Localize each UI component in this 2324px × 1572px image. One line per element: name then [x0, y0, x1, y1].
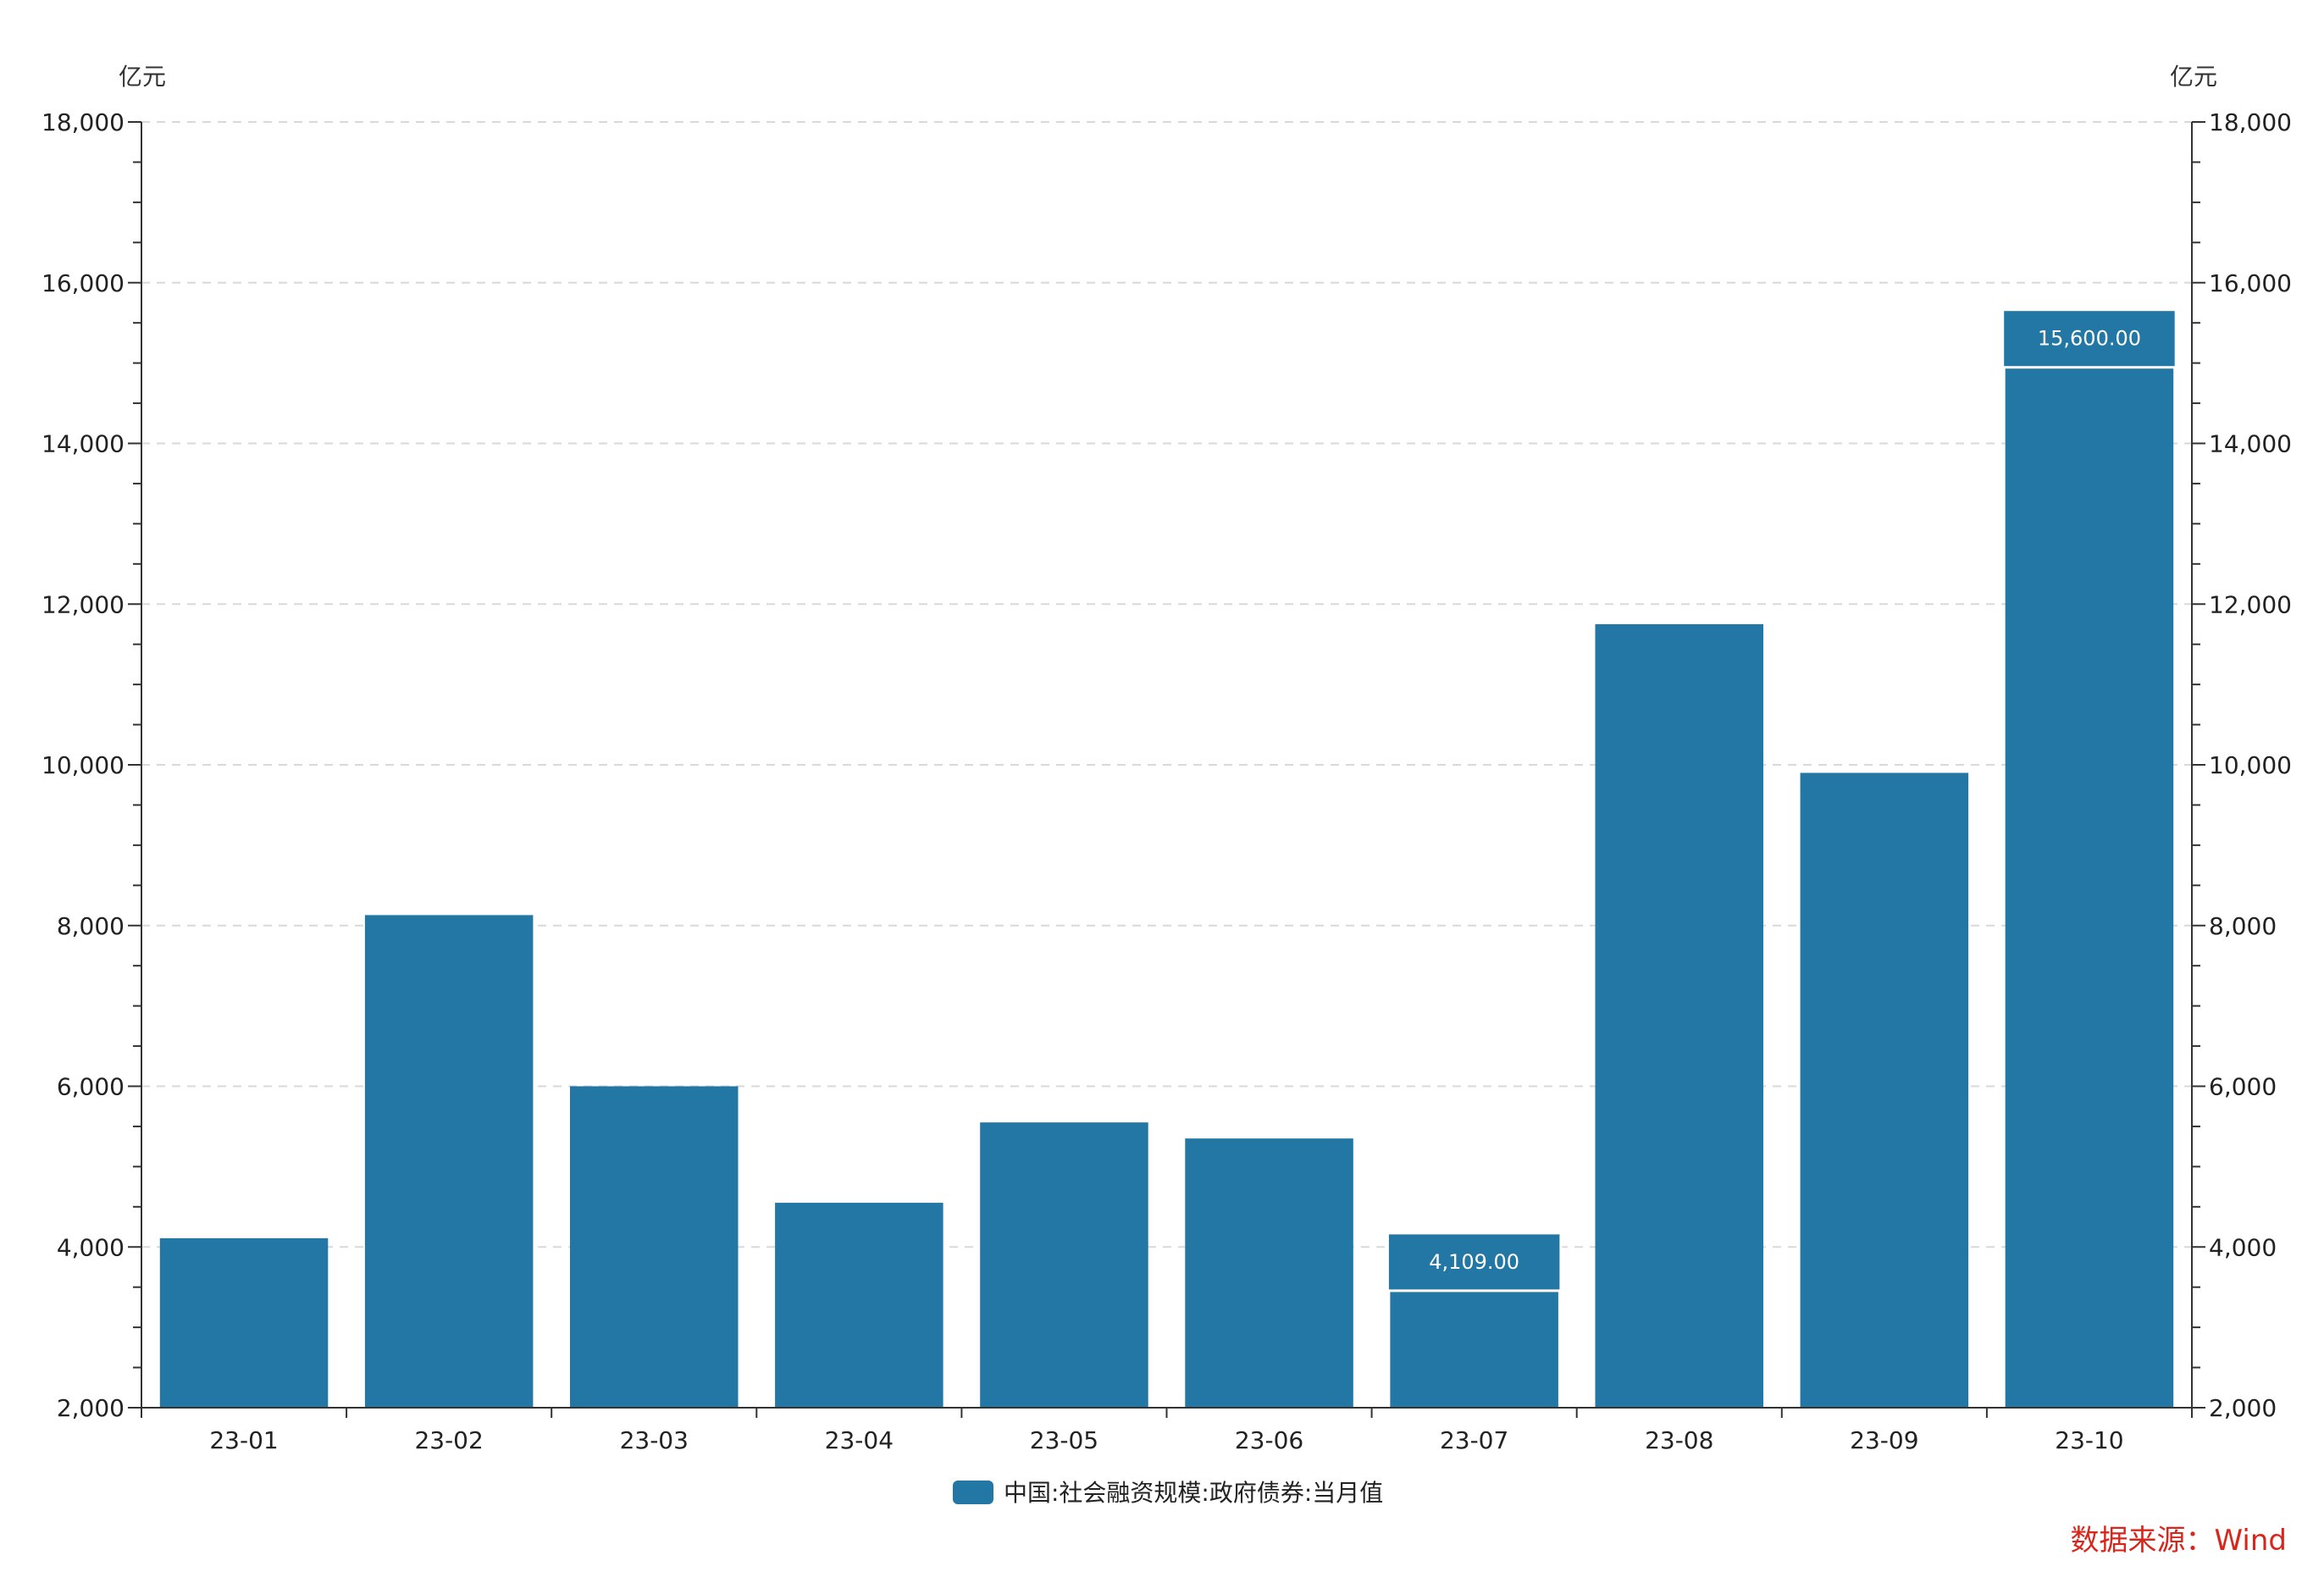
bar-23-08[interactable]	[1595, 623, 1764, 1408]
x-tick-label: 23-01	[209, 1426, 278, 1454]
data-label-box	[1386, 1232, 1563, 1292]
legend-label: 中国:社会融资规模:政府债券:当月值	[1004, 1479, 1383, 1507]
y-tick-label-left: 18,000	[42, 108, 125, 136]
y-tick-label-right: 8,000	[2209, 912, 2277, 940]
bar-23-02[interactable]	[364, 915, 534, 1408]
x-tick-label: 23-04	[825, 1426, 894, 1454]
bar-series	[159, 314, 2174, 1409]
data-label-text: 15,600.00	[2038, 327, 2141, 351]
legend-swatch	[953, 1481, 993, 1504]
y-tick-label-left: 4,000	[57, 1233, 125, 1261]
x-tick-label: 23-06	[1235, 1426, 1303, 1454]
bar-23-01[interactable]	[159, 1237, 329, 1408]
source-note: 数据来源：Wind	[2071, 1524, 2287, 1558]
x-tick-label: 23-03	[620, 1426, 689, 1454]
bar-23-06[interactable]	[1185, 1138, 1353, 1408]
y-tick-label-right: 18,000	[2209, 108, 2292, 136]
bar-23-09[interactable]	[1800, 772, 1969, 1408]
y-tick-label-left: 12,000	[42, 590, 125, 618]
data-labels: 4,109.00 15,600.00	[1386, 308, 2177, 1292]
y-tick-label-right: 4,000	[2209, 1233, 2277, 1261]
data-label-text: 4,109.00	[1429, 1250, 1519, 1274]
axes: 2,000 2,000 4,000 4,000 6,000 6,000 8,000 8,000…	[42, 108, 2292, 1454]
bar-23-03[interactable]	[569, 1086, 739, 1409]
data-label-23-10: 15,600.00	[2001, 308, 2177, 369]
x-tick-label: 23-02	[414, 1426, 483, 1454]
bar-23-05[interactable]	[980, 1122, 1148, 1408]
data-label-23-07: 4,109.00	[1386, 1232, 1563, 1292]
x-tick-label: 23-05	[1030, 1426, 1098, 1454]
y-tick-label-right: 10,000	[2209, 751, 2292, 779]
y-tick-label-left: 14,000	[42, 430, 125, 458]
legend[interactable]: 中国:社会融资规模:政府债券:当月值	[953, 1479, 1383, 1507]
y-tick-label-left: 2,000	[57, 1394, 125, 1422]
y-tick-label-right: 6,000	[2209, 1073, 2277, 1101]
bar-23-04[interactable]	[775, 1203, 943, 1408]
y-tick-label-left: 10,000	[42, 751, 125, 779]
y-tick-label-right: 16,000	[2209, 269, 2292, 297]
y-tick-label-left: 16,000	[42, 269, 125, 297]
right-axis-unit: 亿元	[2170, 63, 2217, 91]
left-axis-unit: 亿元	[119, 63, 166, 91]
x-tick-label: 23-08	[1645, 1426, 1713, 1454]
x-tick-label: 23-10	[2055, 1426, 2123, 1454]
y-tick-label-right: 2,000	[2209, 1394, 2277, 1422]
y-tick-label-right: 14,000	[2209, 430, 2292, 458]
y-tick-label-left: 8,000	[57, 912, 125, 940]
data-label-box	[2001, 308, 2177, 369]
bar-23-10[interactable]	[2005, 314, 2174, 1409]
x-tick-label: 23-09	[1850, 1426, 1918, 1454]
y-tick-label-right: 12,000	[2209, 590, 2292, 618]
x-tick-label: 23-07	[1440, 1426, 1508, 1454]
y-tick-label-left: 6,000	[57, 1073, 125, 1101]
